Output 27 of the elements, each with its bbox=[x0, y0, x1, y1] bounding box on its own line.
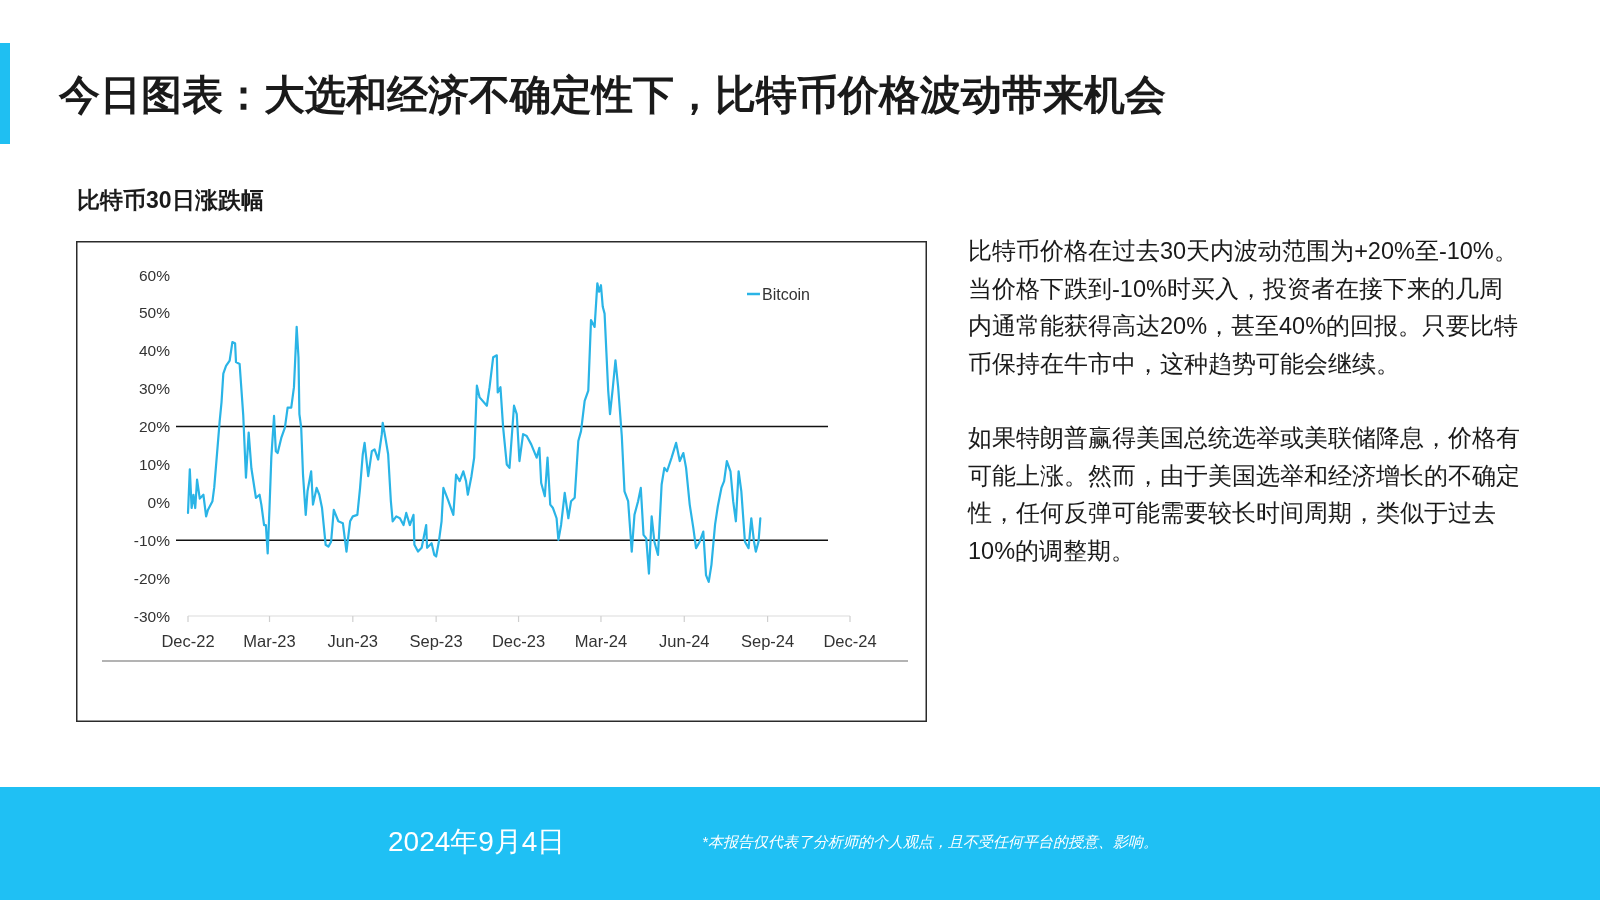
y-tick-label: 30% bbox=[138, 380, 171, 398]
x-tick-label: Sep-24 bbox=[740, 632, 795, 650]
y-tick-label: -20% bbox=[133, 569, 171, 587]
x-tick-label: Jun-23 bbox=[327, 632, 379, 650]
y-tick-label: 40% bbox=[138, 342, 171, 360]
text: 比特币价格在过去30天内波动范围为+20%至-10%。当价格下跌到-10%时买入，投资者在接下来的几周内通常能获得高达20%，甚至40%的回报。只要比特币保持在牛市中，这种趋势可能会继续。 bbox=[968, 237, 1520, 379]
x-tick-label: Dec-24 bbox=[823, 632, 877, 650]
x-tick-label: Dec-23 bbox=[491, 632, 546, 650]
y-tick-label: 20% bbox=[138, 418, 171, 436]
y-tick-label: 0% bbox=[147, 493, 171, 511]
text: 2024年9月4日 bbox=[388, 825, 566, 859]
line-series bbox=[186, 282, 762, 583]
text: 如果特朗普赢得美国总统选举或美联储降息，价格有可能上涨。然而，由于美国选举和经济增长的不确定性，任何反弹可能需要较长时间周期，类似于过去10%的调整期。 bbox=[968, 424, 1521, 566]
x-tick-label: Mar-23 bbox=[243, 632, 296, 650]
x-tick-label: Jun-24 bbox=[659, 632, 710, 650]
y-tick-label: 50% bbox=[138, 304, 171, 322]
x-tick-label: Sep-23 bbox=[409, 632, 463, 650]
y-tick-label: -30% bbox=[133, 607, 171, 625]
y-tick-label: 10% bbox=[138, 455, 171, 473]
text: *本报告仅代表了分析师的个人观点，且不受任何平台的授意、影响。 bbox=[702, 832, 1158, 852]
x-tick-label: Mar-24 bbox=[574, 632, 628, 650]
y-tick-label: 60% bbox=[138, 266, 171, 284]
chart-title: 今日图表：大选和经济不确定性下，比特币价格波动带来机会 bbox=[59, 71, 1166, 120]
legend-label: Bitcoin bbox=[761, 285, 810, 303]
chart-subtitle: 比特币30日涨跌幅 bbox=[77, 186, 264, 215]
y-tick-label: -10% bbox=[133, 531, 171, 549]
x-tick-label: Dec-22 bbox=[161, 632, 215, 650]
